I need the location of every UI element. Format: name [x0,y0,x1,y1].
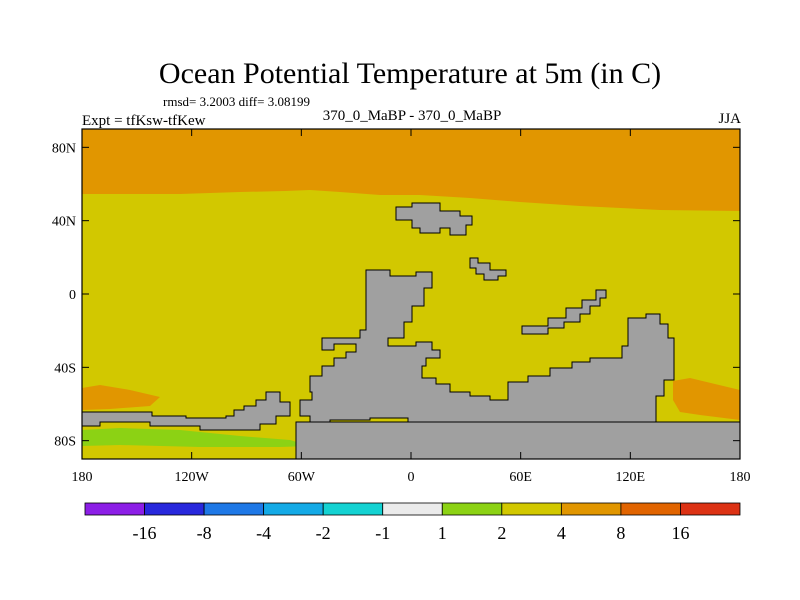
land-main-continent [299,269,675,442]
land-east-arc [521,289,607,335]
land-north-block [395,202,473,236]
colorbar-label: 4 [557,523,566,543]
lon-tick-label: 120E [616,470,646,485]
lon-tick-label: 60W [288,470,316,485]
lat-tick-label: 80S [54,435,76,450]
colorbar-swatch [382,502,443,516]
colorbar-label: 8 [616,523,625,543]
land-west-peninsula [81,391,291,431]
colorbar-label: -4 [256,523,271,543]
lon-tick-label: 0 [408,470,415,485]
lon-axis: 180 120W 60W 0 60E 120E 180 [72,470,751,485]
tick-marks [81,129,741,459]
colorbar-label: -2 [316,523,331,543]
northern-orange-band [82,129,740,211]
lon-tick-label: 180 [730,470,751,485]
lat-axis: 80N 40N 0 40S 80S [52,141,76,449]
case-label: 370_0_MaBP - 370_0_MaBP [323,108,502,124]
colorbar-label: -1 [375,523,390,543]
colorbar-swatch [501,502,562,516]
colorbar-swatch [144,502,205,516]
lon-tick-label: 120W [175,470,210,485]
expt-label: Expt = tfKsw-tfKew [82,113,206,129]
colorbar-label: 16 [671,523,689,543]
colorbar: -16 -8 -4 -2 -1 1 2 4 8 16 [84,502,741,543]
stats-label: rmsd= 3.2003 diff= 3.08199 [163,94,310,109]
colorbar-swatch [680,502,741,516]
land-small-island [469,257,507,281]
colorbar-swatch [441,502,503,516]
map [81,128,741,460]
lat-tick-label: 40N [52,215,76,230]
colorbar-label: 2 [497,523,506,543]
colorbar-swatch [263,502,324,516]
lat-tick-label: 40S [54,361,76,376]
colorbar-swatch [620,502,681,516]
land-antarctica [295,421,741,460]
land-masses [81,202,741,460]
colorbar-swatch [84,502,145,516]
colorbar-label: -8 [197,523,212,543]
colorbar-label: 1 [438,523,447,543]
colorbar-swatch [560,502,622,516]
colorbar-label: -16 [133,523,157,543]
colorbar-swatch [203,502,265,516]
title: Ocean Potential Temperature at 5m (in C) [159,57,661,90]
lat-tick-label: 80N [52,141,76,156]
southern-orange-band-west [82,385,160,410]
colorbar-swatch [322,502,384,516]
southern-orange-band-east [673,378,740,420]
antarctic-green-band [82,428,310,447]
lon-tick-label: 60E [509,470,532,485]
lon-tick-label: 180 [72,470,93,485]
lat-tick-label: 0 [69,288,76,303]
season-label: JJA [718,111,741,127]
